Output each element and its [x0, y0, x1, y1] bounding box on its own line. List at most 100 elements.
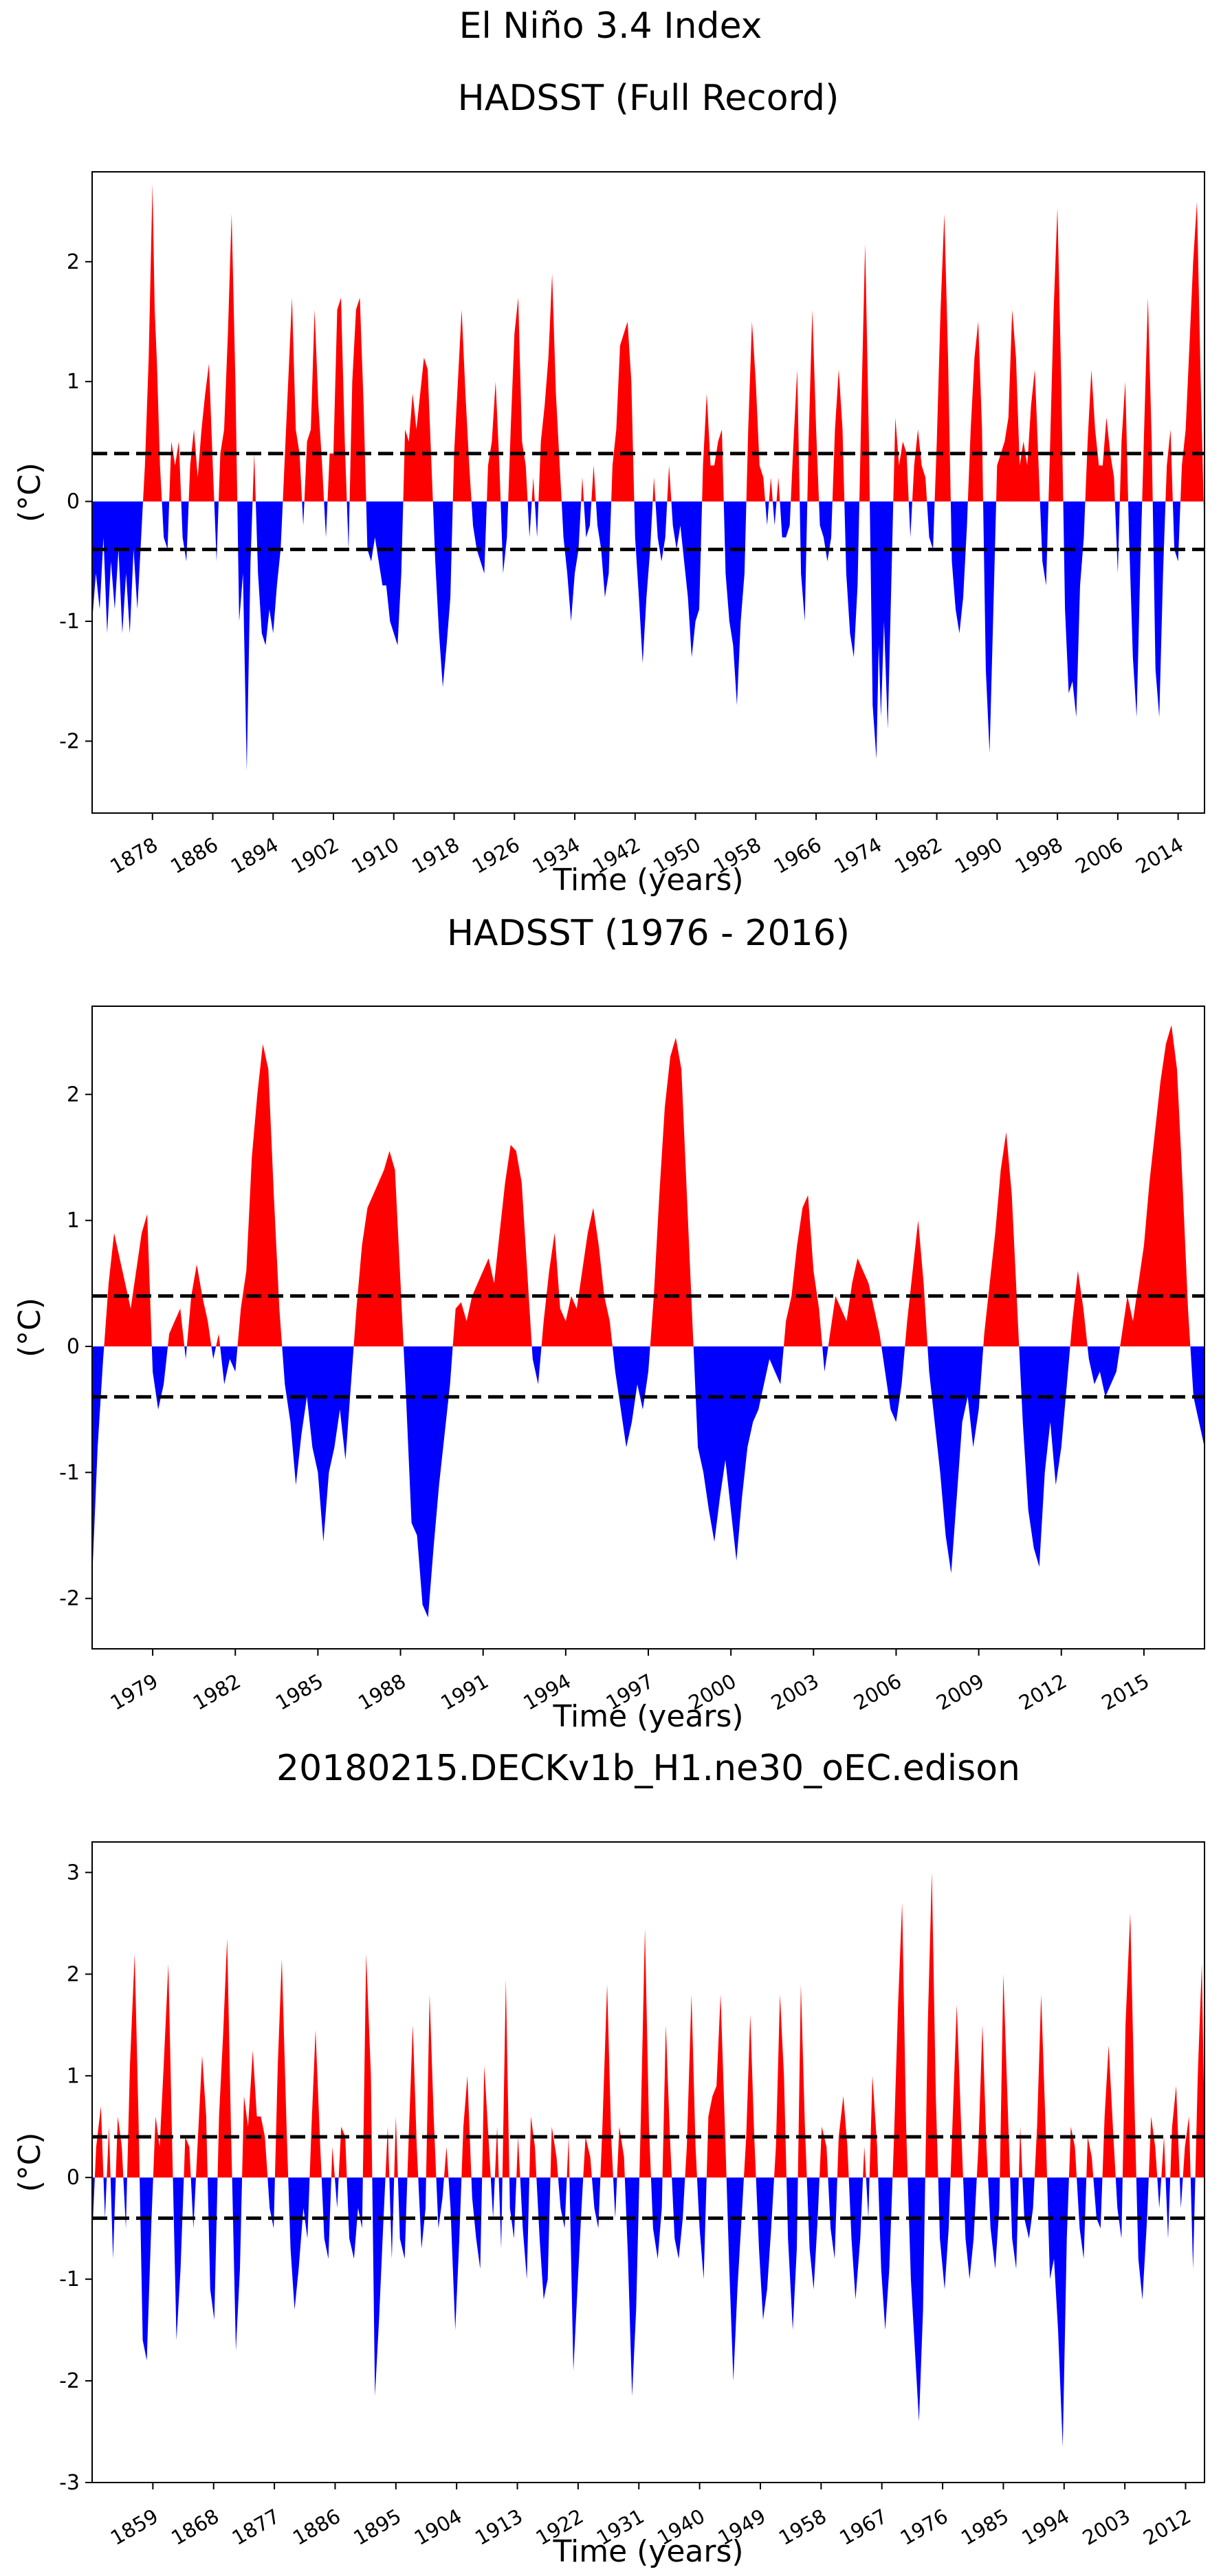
positive-anomaly-fill: [531, 477, 535, 502]
negative-anomaly-fill: [988, 2177, 1000, 2269]
x-tick-label: 1982: [890, 833, 946, 878]
positive-anomaly-fill: [508, 298, 528, 502]
x-tick-label: 1967: [835, 2505, 891, 2550]
negative-anomaly-fill: [584, 501, 592, 537]
positive-anomaly-fill: [581, 477, 584, 502]
negative-anomaly-fill: [806, 2177, 820, 2289]
negative-anomaly-fill: [173, 2177, 184, 2340]
negative-anomaly-fill: [881, 1346, 905, 1422]
positive-anomaly-fill: [776, 477, 780, 502]
negative-anomaly-fill: [756, 2177, 774, 2320]
negative-anomaly-fill: [773, 501, 777, 526]
negative-anomaly-fill: [655, 501, 668, 562]
positive-anomaly-fill: [905, 1220, 928, 1346]
negative-anomaly-fill: [1047, 2177, 1069, 2447]
negative-anomaly-fill: [92, 501, 143, 634]
positive-anomaly-fill: [583, 2137, 592, 2178]
positive-anomaly-fill: [242, 2050, 268, 2178]
negative-anomaly-fill: [1190, 2177, 1196, 2269]
negative-anomaly-fill: [184, 1346, 187, 1359]
y-axis-label: (°C): [12, 1298, 47, 1357]
negative-anomaly-fill: [232, 2177, 243, 2351]
negative-anomaly-fill: [256, 501, 283, 645]
negative-anomaly-fill: [151, 1346, 168, 1410]
positive-anomaly-fill: [1161, 2137, 1166, 2178]
anomaly-area-group: [92, 184, 1204, 771]
positive-anomaly-fill: [976, 2025, 989, 2178]
negative-anomaly-fill: [534, 501, 539, 537]
positive-anomaly-fill: [859, 243, 870, 502]
y-tick-label: 1: [67, 370, 80, 394]
negative-anomaly-fill: [866, 2177, 870, 2219]
negative-anomaly-fill: [432, 501, 453, 687]
negative-anomaly-fill: [335, 2177, 339, 2208]
positive-anomaly-fill: [494, 2127, 499, 2178]
negative-anomaly-fill: [723, 501, 747, 705]
x-tick-label: 1958: [775, 2505, 830, 2550]
positive-anomaly-fill: [274, 1959, 289, 2178]
negative-anomaly-fill: [267, 2177, 275, 2229]
x-tick-label: 1990: [951, 833, 1006, 878]
positive-anomaly-fill: [362, 1953, 373, 2178]
negative-anomaly-fill: [1093, 2177, 1103, 2229]
negative-anomaly-fill: [92, 1346, 104, 1580]
positive-anomaly-fill: [650, 1037, 694, 1346]
positive-anomaly-fill: [1048, 208, 1064, 502]
positive-anomaly-fill: [807, 309, 820, 502]
negative-anomaly-fill: [520, 2177, 529, 2280]
y-tick-label: -1: [59, 610, 80, 634]
positive-anomaly-fill: [912, 429, 927, 502]
positive-anomaly-fill: [591, 465, 596, 502]
negative-anomaly-fill: [302, 501, 305, 526]
negative-anomaly-fill: [983, 501, 996, 753]
x-tick-label: 1886: [289, 2505, 344, 2550]
negative-anomaly-fill: [211, 1346, 217, 1359]
positive-anomaly-fill: [820, 2127, 828, 2178]
positive-anomaly-fill: [426, 1994, 437, 2178]
positive-anomaly-fill: [667, 465, 672, 502]
negative-anomaly-fill: [366, 501, 404, 645]
positive-anomaly-fill: [685, 1994, 697, 2178]
negative-anomaly-fill: [346, 2177, 363, 2259]
positive-anomaly-fill: [1182, 2116, 1191, 2178]
negative-anomaly-fill: [404, 1346, 453, 1618]
x-tick-label: 1974: [830, 833, 886, 878]
negative-anomaly-fill: [870, 501, 894, 759]
x-tick-label: 1976: [896, 2505, 952, 2550]
negative-anomaly-fill: [1063, 501, 1086, 718]
positive-anomaly-fill: [538, 274, 562, 502]
negative-anomaly-fill: [471, 501, 487, 574]
negative-anomaly-fill: [908, 501, 912, 537]
positive-anomaly-fill: [798, 1984, 807, 2178]
x-tick-label: 2003: [1079, 2505, 1134, 2550]
negative-anomaly-fill: [908, 2177, 925, 2422]
negative-anomaly-fill: [1179, 2177, 1183, 2208]
x-tick-label: 1868: [167, 2505, 223, 2550]
negative-anomaly-fill: [800, 501, 808, 621]
negative-anomaly-fill: [214, 501, 219, 562]
anomaly-area-group: [92, 1025, 1204, 1618]
positive-anomaly-fill: [1000, 1974, 1011, 2178]
positive-anomaly-fill: [169, 441, 182, 502]
y-tick-label: 2: [67, 1962, 80, 1986]
negative-anomaly-fill: [208, 2177, 218, 2320]
negative-anomaly-fill: [1165, 2177, 1171, 2239]
positive-anomaly-fill: [452, 1144, 532, 1346]
negative-anomaly-fill: [471, 2177, 483, 2269]
negative-anomaly-fill: [448, 2177, 462, 2331]
negative-anomaly-fill: [671, 501, 703, 658]
positive-anomaly-fill: [566, 2137, 570, 2178]
x-tick-label: 2014: [1132, 833, 1187, 878]
y-tick-label: 3: [67, 1861, 80, 1885]
positive-anomaly-fill: [407, 2025, 419, 2178]
positive-anomaly-fill: [304, 309, 324, 502]
positive-anomaly-fill: [1165, 429, 1173, 502]
positive-anomaly-fill: [196, 2055, 208, 2178]
chart-panel-2: HADSST (1976 - 2016) -2 -1 0 1 2 1979 1982 1985 1…: [12, 913, 1205, 1734]
x-tick-label: 1904: [410, 2505, 466, 2550]
positive-anomaly-fill: [550, 2127, 558, 2178]
axes-frame: [91, 171, 1205, 814]
negative-anomaly-fill: [1077, 2177, 1087, 2259]
positive-anomaly-fill: [443, 2146, 449, 2178]
